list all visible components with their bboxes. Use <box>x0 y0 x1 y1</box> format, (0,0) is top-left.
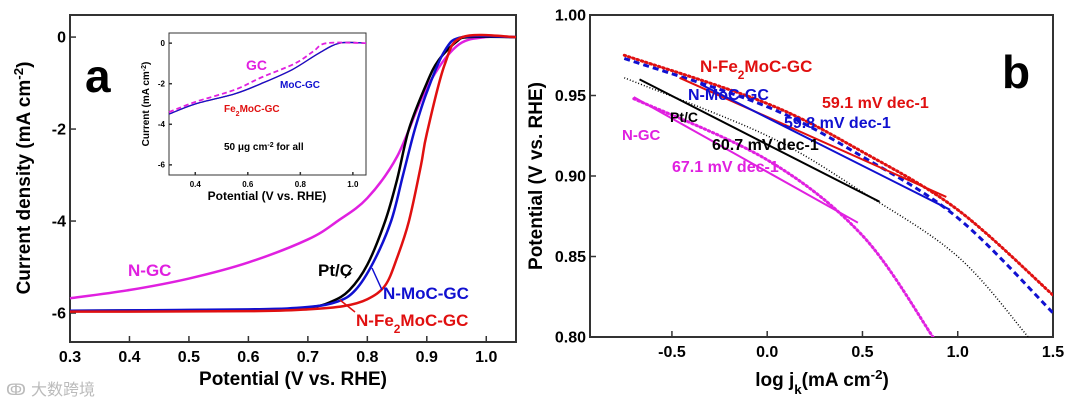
watermark-text: 大数跨境 <box>31 380 96 399</box>
inset-y-tick-label: -2 <box>158 80 166 89</box>
panel-b-y-tick-label: 0.90 <box>555 169 586 186</box>
watermark-logo: ↂ 大数跨境 <box>6 380 96 399</box>
pointer-pt-c <box>344 267 353 279</box>
inset-x-tick-label: 0.6 <box>242 180 254 189</box>
panel-a-x-tick-label: 1.0 <box>475 349 497 366</box>
label-n-fe2moc-gc: N-Fe2MoC-GC <box>356 311 468 336</box>
inset-label-moc-gc: MoC-GC <box>280 80 320 91</box>
pointer-n-moc-gc <box>371 267 383 291</box>
panel-b-x-axis-label: log jk(mA cm-2) <box>755 367 889 397</box>
fit-name-n-moc-gc: N-MoC-GC <box>688 87 769 104</box>
panel-a-x-tick-label: 0.7 <box>297 349 319 366</box>
inset-y-tick-label: -4 <box>158 120 166 129</box>
pointer-n-fe2moc-gc <box>339 299 356 313</box>
label-pt-c: Pt/C <box>318 261 352 280</box>
panel-a-y-axis-label: Current density (mA cm-2) <box>11 62 36 295</box>
series-n-moc-gc <box>69 34 517 312</box>
panel-b-x-tick-label: 0.0 <box>756 344 778 361</box>
panel-a-y-tick-label: -4 <box>52 214 66 231</box>
fit-name-n-gc: N-GC <box>622 127 660 144</box>
inset-series-moc-gc <box>168 41 367 115</box>
fit-name-pt-c: Pt/C <box>670 109 698 125</box>
panel-a-y-tick-label: -6 <box>52 306 66 323</box>
label-n-moc-gc: N-MoC-GC <box>383 284 469 303</box>
panel-b-y-tick-label: 0.85 <box>555 249 586 266</box>
panel-a-x-axis-label: Potential (V vs. RHE) <box>199 369 387 390</box>
panel-b-y-tick-label: 1.00 <box>555 8 586 25</box>
panel-a-x-tick-label: 0.3 <box>59 349 81 366</box>
inset-label-fe2moc-gc: Fe2MoC-GC <box>224 104 280 118</box>
fit-line-n-gc <box>633 96 859 224</box>
panel-a-y-tick-label: -2 <box>52 122 66 139</box>
panel-a-x-tick-label: 0.5 <box>178 349 200 366</box>
fit-name-n-fe2moc-gc: N-Fe2MoC-GC <box>700 57 812 82</box>
inset-series-gc <box>168 41 367 113</box>
fit-slope-n-fe2moc-gc: 59.1 mV dec-1 <box>822 95 929 112</box>
panel-b-x-tick-label: 1.0 <box>947 344 969 361</box>
inset-y-tick-label: 0 <box>161 39 166 48</box>
inset-x-tick-label: 0.4 <box>190 180 202 189</box>
series-n-fe2moc-gc <box>69 33 517 313</box>
panel-b-y-tick-label: 0.80 <box>555 330 586 347</box>
inset-plot-frame <box>168 32 367 176</box>
panel-b-series-group <box>622 53 1053 337</box>
series-n-fe2moc-gc <box>622 53 1053 297</box>
panel-a-x-tick-label: 0.6 <box>237 349 259 366</box>
panel-b-x-tick-label: -0.5 <box>658 344 686 361</box>
panel-b-y-axis-label: Potential (V vs. RHE) <box>526 82 547 270</box>
panel-a-x-tick-label: 0.8 <box>356 349 378 366</box>
fit-line-n-moc-gc <box>700 83 951 211</box>
panel-a-y-tick-label: 0 <box>57 30 66 47</box>
panel-b-plot-frame <box>589 14 1054 338</box>
inset-y-tick-label: -6 <box>158 161 166 170</box>
series-n-gc <box>69 35 517 300</box>
panel-b-label: b <box>1002 46 1030 98</box>
panel-a-label: a <box>85 50 111 102</box>
fit-line-pt-c <box>639 78 881 203</box>
label-n-gc: N-GC <box>128 261 171 280</box>
fit-slope-n-gc: 67.1 mV dec-1 <box>672 159 779 176</box>
series-n-gc <box>632 97 935 337</box>
panel-a-x-tick-label: 0.4 <box>118 349 140 366</box>
inset-x-tick-label: 0.8 <box>295 180 307 189</box>
fit-slope-pt-c: 60.7 mV dec-1 <box>712 137 819 154</box>
panel-a-x-tick-label: 0.9 <box>416 349 438 366</box>
fit-line-n-fe2moc-gc <box>679 76 947 198</box>
inset-x-tick-label: 1.0 <box>347 180 359 189</box>
series-n-moc-gc <box>623 57 1053 314</box>
inset-label-gc: GC <box>246 57 267 73</box>
panel-b-x-tick-label: 0.5 <box>851 344 873 361</box>
inset-note: 50 μg cm-2 for all <box>224 142 304 154</box>
inset-x-axis-label: Potential (V vs. RHE) <box>208 189 327 203</box>
fit-slope-n-moc-gc: 59.8 mV dec-1 <box>784 115 891 132</box>
panel-b-x-tick-label: 1.5 <box>1042 344 1064 361</box>
panel-b-y-tick-label: 0.95 <box>555 88 586 105</box>
inset-y-axis-label: Current (mA cm-2) <box>141 62 153 147</box>
